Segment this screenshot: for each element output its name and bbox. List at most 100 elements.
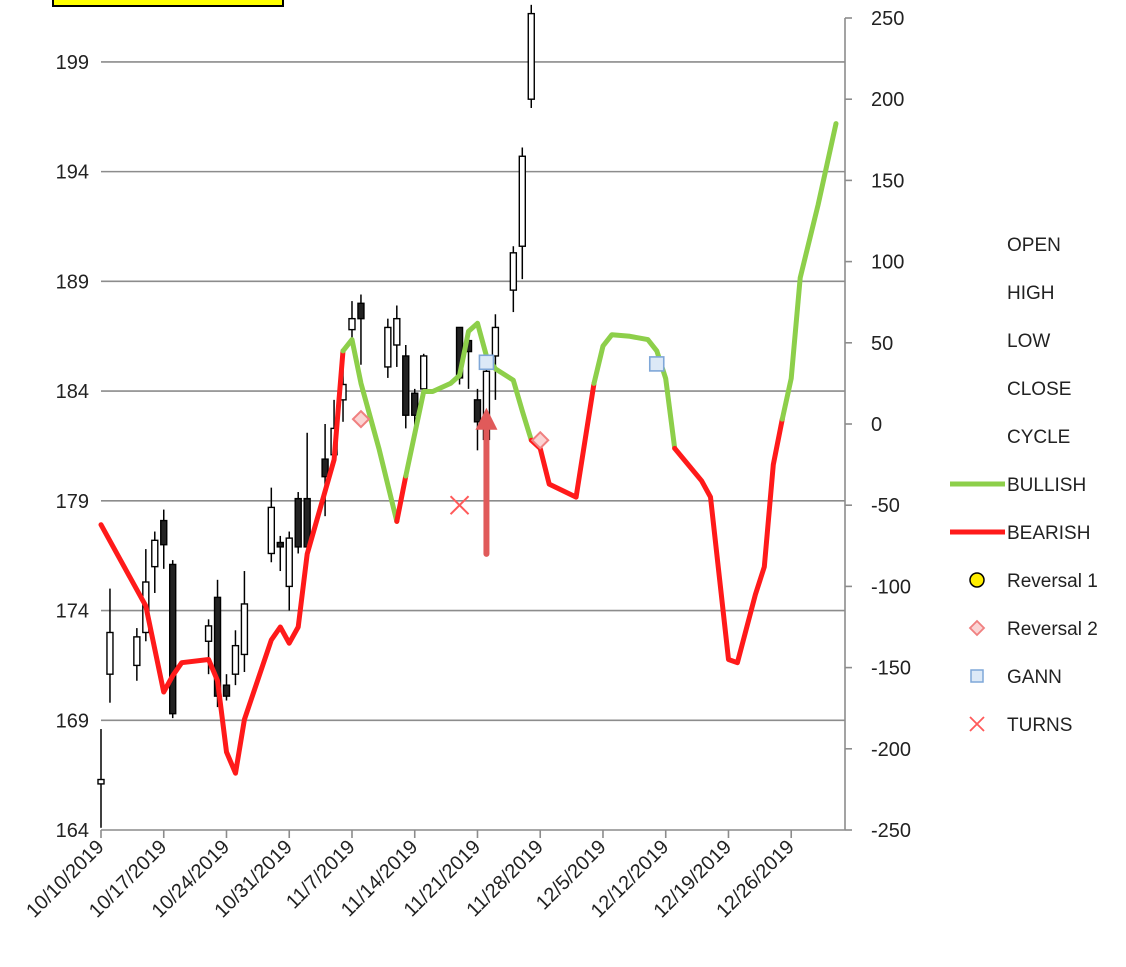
candle <box>473 388 482 451</box>
candle <box>169 560 177 719</box>
left-tick-label: 199 <box>56 52 89 74</box>
candle-body <box>357 302 365 320</box>
legend-item: BEARISH <box>950 523 1090 544</box>
candle-body <box>267 506 276 555</box>
candle-body <box>509 252 518 291</box>
bullish-line-segment <box>591 332 678 451</box>
legend-item: BULLISH <box>950 475 1086 496</box>
x-axis-ticks: 10/10/201910/17/201910/24/201910/31/2019… <box>22 830 799 922</box>
legend-label: CLOSE <box>1007 379 1071 400</box>
bearish-line-segment <box>672 416 785 666</box>
candle <box>402 344 410 429</box>
left-tick-label: 174 <box>56 601 89 623</box>
candle <box>321 424 329 517</box>
right-tick-label: 200 <box>871 89 904 111</box>
bullish-line-segment <box>340 337 400 524</box>
candle-body <box>240 603 249 656</box>
candle-body <box>402 355 410 416</box>
legend-item: Reversal 2 <box>968 619 1098 640</box>
title-box-stub <box>52 0 284 7</box>
candle-body <box>393 317 401 346</box>
bearish-line-segment <box>98 348 346 776</box>
left-tick-label: 184 <box>56 381 89 403</box>
candle <box>393 305 401 367</box>
bullish-line-segment <box>779 121 839 422</box>
right-tick-label: -200 <box>871 739 911 761</box>
right-tick-label: 0 <box>871 414 882 436</box>
bearish-line-segment <box>394 473 409 524</box>
candle-body <box>518 155 527 247</box>
candle <box>151 531 159 593</box>
legend-label: Reversal 1 <box>1007 571 1098 592</box>
candle <box>222 674 231 701</box>
legend-x-swatch <box>969 716 985 732</box>
candle-body <box>97 778 105 785</box>
candle <box>303 432 311 550</box>
legend-item: TURNS <box>969 715 1072 736</box>
candle-body <box>321 458 329 478</box>
candle <box>106 588 114 703</box>
candle-body <box>419 355 428 390</box>
gann-marker <box>478 354 495 371</box>
turns-marker <box>449 495 470 515</box>
candle-body <box>222 684 231 697</box>
candle <box>285 531 293 611</box>
signal-markers <box>351 354 665 515</box>
legend-item: LOW <box>1007 331 1050 352</box>
right-tick-label: -250 <box>871 820 911 842</box>
legend-label: GANN <box>1007 667 1062 688</box>
candle <box>133 628 141 681</box>
candle <box>294 492 302 554</box>
legend-label: HIGH <box>1007 283 1055 304</box>
candle <box>509 246 518 313</box>
candle <box>527 4 535 108</box>
candle <box>276 535 284 572</box>
candle-body <box>348 317 356 331</box>
bullish-line-segment <box>403 320 534 479</box>
candle <box>97 729 105 828</box>
candle <box>160 509 168 569</box>
arrow-head <box>475 407 498 430</box>
candle <box>518 147 527 280</box>
gridlines <box>101 61 845 722</box>
candle <box>357 294 365 365</box>
candle <box>240 571 249 672</box>
candle-body <box>473 399 482 423</box>
candle-body <box>169 563 177 715</box>
candle-body <box>384 326 392 368</box>
candle-body <box>276 541 284 548</box>
gann-marker <box>648 356 665 372</box>
legend-item: Reversal 1 <box>969 571 1098 592</box>
legend-label: TURNS <box>1007 715 1072 736</box>
candle-body <box>527 12 535 100</box>
right-tick-label: 50 <box>871 333 893 355</box>
legend-item: HIGH <box>1007 283 1055 304</box>
legend-label: OPEN <box>1007 235 1061 256</box>
right-tick-label: 250 <box>871 8 904 30</box>
legend-label: Reversal 2 <box>1007 619 1098 640</box>
legend-item: CYCLE <box>1007 427 1070 448</box>
candle-body <box>411 392 419 416</box>
right-tick-label: 150 <box>871 170 904 192</box>
candle-body <box>491 326 500 357</box>
candle-body <box>160 519 168 546</box>
legend-label: BEARISH <box>1007 523 1090 544</box>
candle <box>384 318 392 378</box>
legend-circle-swatch <box>969 572 985 588</box>
legend-label: BULLISH <box>1007 475 1086 496</box>
reversal-2-marker <box>351 409 371 429</box>
candle-body <box>294 497 302 548</box>
cycle-lines <box>98 121 839 776</box>
legend-label: CYCLE <box>1007 427 1070 448</box>
candle-body <box>151 539 159 568</box>
left-tick-label: 189 <box>56 271 89 293</box>
right-axis-ticks: -250 -200 -150 -100 -50 0 50 100 150 200 250 <box>845 8 911 842</box>
left-axis-ticks: 164 169 174 179 184 189 194 199 <box>56 52 89 842</box>
candle-body <box>285 537 293 588</box>
axes <box>101 18 846 831</box>
candle-body <box>204 625 213 642</box>
candle <box>267 487 276 563</box>
left-tick-label: 169 <box>56 710 89 732</box>
legend-label: LOW <box>1007 331 1050 352</box>
